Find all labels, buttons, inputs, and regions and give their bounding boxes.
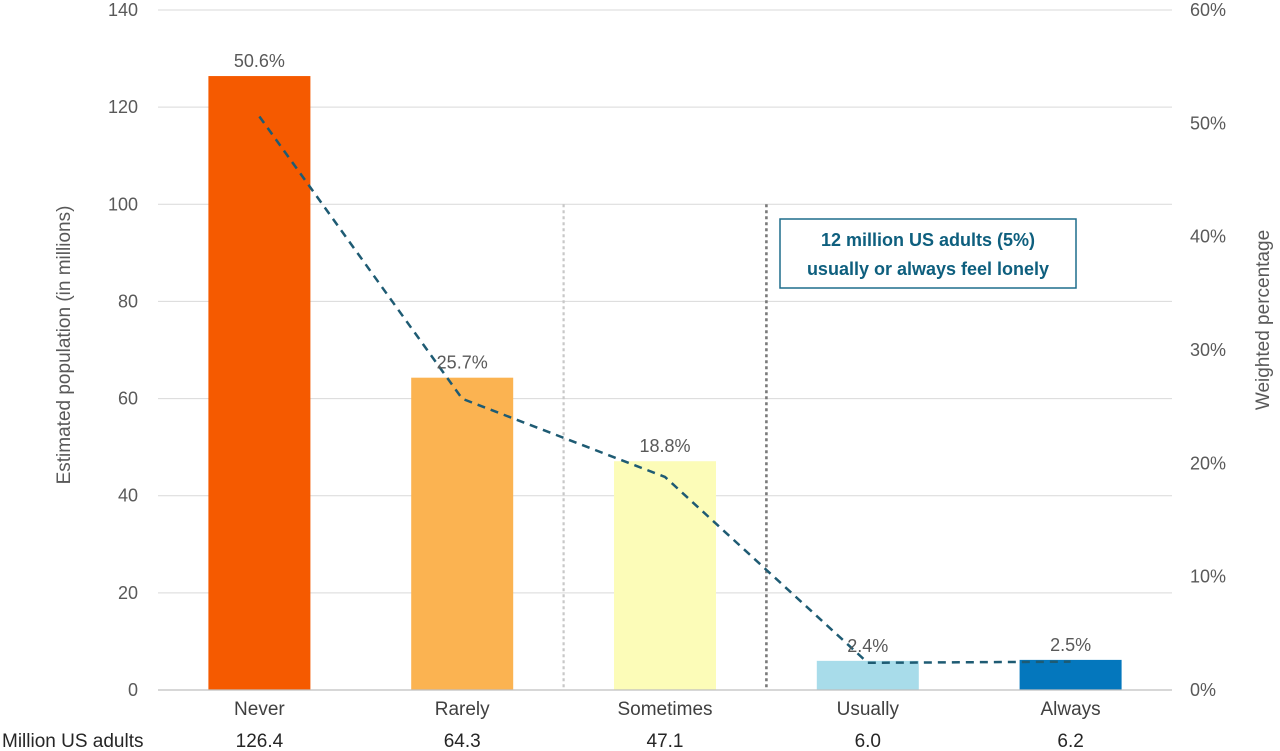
y-tick-right: 40% xyxy=(1190,227,1226,247)
y-tick-left: 0 xyxy=(128,680,138,700)
data-label: 50.6% xyxy=(234,51,285,71)
data-label: 2.4% xyxy=(847,636,888,656)
table-row-value: 47.1 xyxy=(647,731,684,751)
table-row-value: 126.4 xyxy=(236,731,284,751)
y-tick-right: 20% xyxy=(1190,453,1226,473)
axes: 0 20 40 60 80 100 120 140 0% 10% 20% 30% 40% 50% 60% Ne… xyxy=(108,0,1226,720)
table-row-values: 126.4 64.3 47.1 6.0 6.2 xyxy=(236,731,1084,751)
y-tick-right: 30% xyxy=(1190,340,1226,360)
bar-sometimes xyxy=(614,461,716,690)
bar-never xyxy=(208,76,311,691)
bar-always xyxy=(1019,659,1122,690)
y-tick-right: 50% xyxy=(1190,113,1226,133)
x-tick-label: Never xyxy=(234,699,285,720)
annotation-box: 12 million US adults (5%) usually or alw… xyxy=(779,218,1077,289)
y-tick-right: 60% xyxy=(1190,0,1226,20)
table-row-value: 6.2 xyxy=(1057,731,1083,751)
bars xyxy=(208,76,1122,691)
bar-usually xyxy=(816,660,919,690)
table-row-value: 6.0 xyxy=(855,731,881,751)
annotation-line-1: 12 million US adults (5%) xyxy=(821,230,1035,250)
gridlines xyxy=(158,9,1172,594)
y-tick-left: 140 xyxy=(108,0,138,20)
y-tick-left: 60 xyxy=(118,389,138,409)
bar-rarely xyxy=(411,377,514,690)
data-labels: 50.6% 25.7% 18.8% 2.4% 2.5% xyxy=(234,51,1091,656)
x-tick-label: Always xyxy=(1041,699,1101,720)
y-tick-left: 100 xyxy=(108,194,138,214)
y-tick-right: 10% xyxy=(1190,567,1226,587)
annotation-line-2: usually or always feel lonely xyxy=(807,259,1049,279)
x-tick-label: Usually xyxy=(837,699,900,720)
table-row-value: 64.3 xyxy=(444,731,481,751)
y-axis-title-left: Estimated population (in millions) xyxy=(54,206,75,485)
table-row-label: Million US adults xyxy=(2,731,144,751)
percentage-line xyxy=(258,115,1071,665)
y-tick-right: 0% xyxy=(1190,680,1216,700)
y-axis-title-right: Weighted percentage xyxy=(1253,230,1274,410)
data-label: 25.7% xyxy=(437,353,488,373)
line-series xyxy=(258,115,1071,665)
y-tick-left: 80 xyxy=(118,291,138,311)
y-tick-left: 120 xyxy=(108,97,138,117)
x-tick-label: Rarely xyxy=(435,699,490,720)
y-tick-left: 40 xyxy=(118,486,138,506)
separator-lines xyxy=(562,204,768,690)
y-tick-left: 20 xyxy=(118,583,138,603)
data-label: 18.8% xyxy=(639,436,690,456)
data-label: 2.5% xyxy=(1050,635,1091,655)
x-tick-label: Sometimes xyxy=(617,699,712,720)
